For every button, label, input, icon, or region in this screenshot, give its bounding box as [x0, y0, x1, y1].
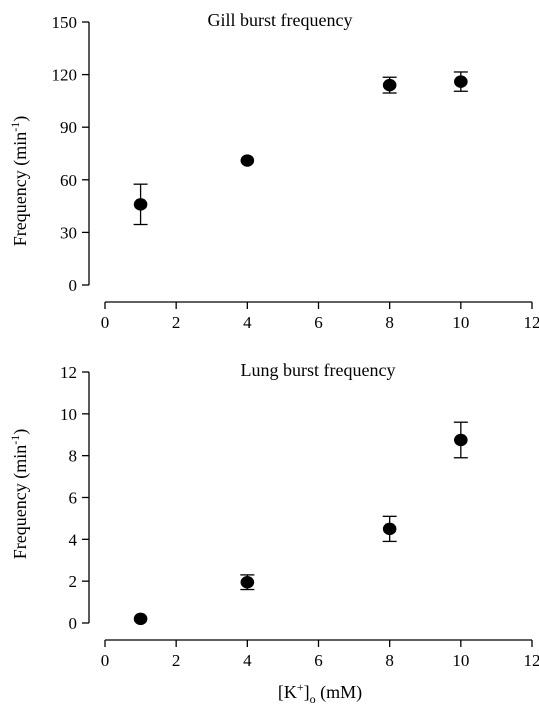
gill-data-point — [454, 75, 468, 88]
lung-x-tick-label: 10 — [452, 651, 469, 670]
gill-x-tick-label: 12 — [524, 313, 539, 332]
lung-y-tick-label: 8 — [69, 447, 78, 466]
lung-y-axis-label: Frequency (min-1) — [8, 429, 31, 559]
lung-x-tick-label: 12 — [524, 651, 539, 670]
gill-y-tick-label: 90 — [60, 118, 77, 137]
lung-y-tick-label: 10 — [60, 405, 77, 424]
gill-data-point — [240, 154, 255, 167]
lung-data-point — [240, 576, 255, 589]
lung-x-tick-label: 4 — [243, 651, 252, 670]
lung-y-tick-label: 6 — [69, 489, 78, 508]
lung-chart: Lung burst frequency Frequency (min-1) [… — [8, 360, 539, 706]
gill-chart: Gill burst frequency Frequency (min-1) 0… — [8, 10, 539, 332]
lung-data-point — [382, 522, 397, 536]
gill-y-tick-label: 120 — [52, 66, 78, 85]
lung-x-tick-label: 2 — [172, 651, 181, 670]
lung-x-tick-label: 0 — [101, 651, 110, 670]
gill-y-axis-label: Frequency (min-1) — [8, 116, 31, 246]
gill-x-tick-label: 2 — [172, 313, 181, 332]
gill-data-point — [133, 198, 148, 211]
gill-y-tick-label: 60 — [60, 171, 77, 190]
gill-y-tick-label: 0 — [69, 276, 78, 295]
lung-data-point — [454, 433, 468, 447]
gill-x-tick-label: 0 — [101, 313, 110, 332]
lung-y-tick-label: 0 — [69, 614, 78, 633]
gill-x-tick-label: 10 — [452, 313, 469, 332]
lung-chart-title: Lung burst frequency — [241, 360, 396, 380]
lung-x-tick-label: 8 — [385, 651, 394, 670]
lung-x-tick-label: 6 — [314, 651, 323, 670]
gill-y-tick-label: 150 — [52, 13, 78, 32]
lung-x-axis-label: [K+]o (mM) — [278, 680, 362, 706]
lung-y-tick-label: 12 — [60, 363, 77, 382]
gill-chart-title: Gill burst frequency — [208, 10, 353, 30]
gill-x-tick-label: 4 — [243, 313, 252, 332]
gill-data-point — [382, 78, 397, 92]
gill-x-tick-label: 8 — [385, 313, 394, 332]
lung-data-point — [133, 612, 148, 626]
gill-y-tick-label: 30 — [60, 223, 77, 242]
lung-y-tick-label: 4 — [69, 530, 78, 549]
gill-x-tick-label: 6 — [314, 313, 323, 332]
lung-y-tick-label: 2 — [69, 572, 78, 591]
